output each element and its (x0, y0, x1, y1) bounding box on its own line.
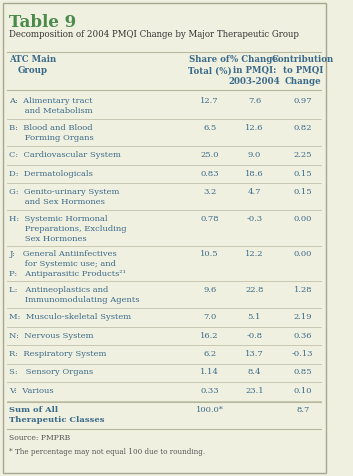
Text: D:  Dermatologicals: D: Dermatologicals (9, 169, 93, 178)
Text: 1.28: 1.28 (294, 286, 312, 294)
Text: 4.7: 4.7 (248, 188, 261, 196)
Text: M:  Musculo-skeletal System: M: Musculo-skeletal System (9, 313, 131, 321)
Text: 12.6: 12.6 (245, 124, 264, 132)
Text: -0.3: -0.3 (246, 215, 263, 223)
Text: 5.1: 5.1 (248, 313, 261, 321)
Text: A:  Alimentary tract
      and Metabolism: A: Alimentary tract and Metabolism (9, 97, 93, 115)
Text: 0.85: 0.85 (294, 368, 312, 377)
Text: 0.82: 0.82 (294, 124, 312, 132)
Text: -0.8: -0.8 (246, 331, 263, 339)
Text: Share of
Total (%): Share of Total (%) (188, 55, 232, 75)
Text: 2.25: 2.25 (294, 151, 312, 159)
Text: 0.78: 0.78 (201, 215, 219, 223)
Text: C:  Cardiovascular System: C: Cardiovascular System (9, 151, 121, 159)
Text: 25.0: 25.0 (201, 151, 219, 159)
Text: V:  Various: V: Various (9, 387, 54, 395)
Text: 2.19: 2.19 (294, 313, 312, 321)
Text: 0.36: 0.36 (294, 331, 312, 339)
Text: % Change
in PMQI:
2003-2004: % Change in PMQI: 2003-2004 (228, 55, 280, 86)
Text: 23.1: 23.1 (245, 387, 264, 395)
Text: Decomposition of 2004 PMQI Change by Major Therapeutic Group: Decomposition of 2004 PMQI Change by Maj… (9, 30, 299, 39)
Text: Sum of All
Therapeutic Classes: Sum of All Therapeutic Classes (9, 407, 105, 424)
Text: 7.6: 7.6 (248, 97, 261, 105)
Text: 0.00: 0.00 (294, 215, 312, 223)
Text: L:   Antineoplastics and
      Immunomodulating Agents: L: Antineoplastics and Immunomodulating … (9, 286, 140, 304)
Text: 10.5: 10.5 (201, 250, 219, 258)
Text: 7.0: 7.0 (203, 313, 216, 321)
Text: * The percentage may not equal 100 due to rounding.: * The percentage may not equal 100 due t… (9, 447, 205, 456)
Text: B:  Blood and Blood
      Forming Organs: B: Blood and Blood Forming Organs (9, 124, 94, 142)
Text: S:   Sensory Organs: S: Sensory Organs (9, 368, 94, 377)
Text: R:  Respiratory System: R: Respiratory System (9, 350, 107, 358)
Text: J:   General Antiinfectives
      for Systemic use; and
P:   Antiparasitic Produ: J: General Antiinfectives for Systemic u… (9, 250, 126, 278)
Text: 9.0: 9.0 (248, 151, 261, 159)
Text: 8.7: 8.7 (296, 407, 310, 415)
Text: 3.2: 3.2 (203, 188, 216, 196)
Text: 0.83: 0.83 (201, 169, 219, 178)
Text: 22.8: 22.8 (245, 286, 264, 294)
Text: N:  Nervous System: N: Nervous System (9, 331, 94, 339)
Text: 0.00: 0.00 (294, 250, 312, 258)
Text: -0.13: -0.13 (292, 350, 313, 358)
Text: 0.15: 0.15 (294, 169, 312, 178)
Text: 6.5: 6.5 (203, 124, 216, 132)
Text: 0.10: 0.10 (294, 387, 312, 395)
Text: 0.15: 0.15 (294, 188, 312, 196)
Text: Table 9: Table 9 (9, 14, 77, 31)
Text: G:  Genito-urinary System
      and Sex Hormones: G: Genito-urinary System and Sex Hormone… (9, 188, 120, 206)
Text: 16.2: 16.2 (201, 331, 219, 339)
Text: 0.97: 0.97 (294, 97, 312, 105)
Text: 9.6: 9.6 (203, 286, 216, 294)
Text: Contribution
to PMQI
Change: Contribution to PMQI Change (272, 55, 334, 86)
Text: Source: PMPRB: Source: PMPRB (9, 435, 71, 443)
Text: 8.4: 8.4 (248, 368, 261, 377)
Text: 6.2: 6.2 (203, 350, 216, 358)
Text: H:  Systemic Hormonal
      Preparations, Excluding
      Sex Hormones: H: Systemic Hormonal Preparations, Exclu… (9, 215, 127, 243)
Text: 12.2: 12.2 (245, 250, 264, 258)
Text: 0.33: 0.33 (201, 387, 219, 395)
Text: 18.6: 18.6 (245, 169, 264, 178)
Text: 100.0*: 100.0* (196, 407, 224, 415)
Text: 13.7: 13.7 (245, 350, 264, 358)
Text: 1.14: 1.14 (200, 368, 219, 377)
Text: 12.7: 12.7 (201, 97, 219, 105)
Text: ATC Main
Group: ATC Main Group (9, 55, 56, 75)
